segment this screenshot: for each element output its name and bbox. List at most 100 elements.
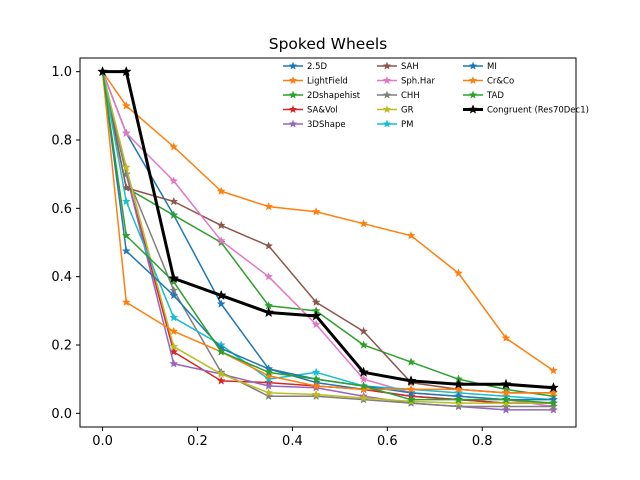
data-point bbox=[169, 312, 179, 322]
data-point bbox=[453, 378, 464, 389]
data-point bbox=[216, 347, 226, 356]
x-tick-label: 0.6 bbox=[377, 434, 398, 449]
data-point bbox=[548, 365, 558, 375]
data-point bbox=[406, 384, 416, 394]
data-point bbox=[311, 297, 321, 307]
data-point bbox=[501, 398, 511, 407]
legend-label: PM bbox=[401, 120, 413, 130]
data-point bbox=[311, 374, 321, 383]
data-point bbox=[311, 207, 321, 216]
legend-label: Sph.Har bbox=[401, 77, 435, 87]
data-point bbox=[168, 272, 180, 283]
legend-item: Congruent (Res70Dec1) bbox=[463, 104, 589, 116]
data-point bbox=[216, 186, 226, 196]
legend-label: 2.5D bbox=[307, 62, 328, 72]
data-point bbox=[359, 393, 369, 402]
legend-item: MI bbox=[463, 61, 497, 72]
data-point bbox=[548, 401, 558, 411]
y-axis: 0.0 0.2 0.4 0.6 0.8 1.0 bbox=[51, 65, 80, 422]
y-tick-label: 0.6 bbox=[51, 202, 72, 217]
data-point bbox=[216, 369, 226, 378]
x-tick-label: 0.0 bbox=[92, 434, 113, 449]
legend-item: CHH bbox=[377, 90, 420, 101]
legend-marker bbox=[382, 61, 392, 70]
legend-marker bbox=[382, 104, 392, 114]
data-point bbox=[264, 367, 274, 377]
data-point bbox=[169, 326, 179, 336]
data-point bbox=[310, 310, 322, 321]
legend-item: 2.5D bbox=[283, 61, 328, 72]
legend-marker bbox=[468, 75, 478, 85]
legend-marker bbox=[382, 119, 392, 128]
plot-frame bbox=[79, 57, 577, 428]
data-point bbox=[169, 290, 179, 300]
data-point bbox=[216, 220, 226, 230]
legend-item: SA&Vol bbox=[283, 104, 338, 116]
legend-label: GR bbox=[401, 106, 414, 116]
data-point bbox=[406, 388, 416, 397]
x-axis: 0.0 0.2 0.4 0.6 0.8 bbox=[92, 427, 493, 449]
legend-marker bbox=[468, 104, 478, 114]
chart-title: Spoked Wheels bbox=[269, 35, 388, 53]
data-point bbox=[169, 196, 179, 206]
series-1 bbox=[98, 66, 558, 375]
data-point bbox=[358, 366, 370, 377]
legend-marker bbox=[288, 75, 298, 85]
data-point bbox=[359, 374, 369, 383]
data-point bbox=[121, 297, 131, 307]
data-point bbox=[169, 142, 179, 151]
data-point bbox=[454, 394, 464, 404]
data-point bbox=[215, 289, 227, 301]
legend-item: TAD bbox=[463, 90, 504, 101]
legend-item: 3DShape bbox=[283, 119, 346, 130]
legend-label: 2Dshapehist bbox=[307, 91, 361, 101]
data-point bbox=[454, 398, 464, 407]
x-tick-label: 0.8 bbox=[472, 434, 493, 449]
legend-item: Cr&Co bbox=[463, 75, 514, 87]
data-point bbox=[169, 176, 179, 185]
data-point bbox=[454, 268, 464, 278]
data-point bbox=[454, 401, 464, 411]
legend-item: 2Dshapehist bbox=[283, 90, 361, 101]
legend-label: MI bbox=[487, 62, 497, 72]
legend: 2.5D LightField 2Dshapehist SA&Vol 3DShape SA… bbox=[283, 61, 589, 130]
data-point bbox=[264, 381, 274, 390]
data-point bbox=[359, 381, 369, 390]
data-point bbox=[548, 405, 558, 414]
legend-marker bbox=[288, 61, 298, 70]
data-point bbox=[97, 65, 108, 77]
legend-label: SA&Vol bbox=[307, 106, 338, 116]
legend-marker bbox=[468, 90, 478, 99]
data-point bbox=[264, 241, 274, 250]
data-point bbox=[501, 401, 511, 411]
data-point bbox=[359, 218, 369, 228]
data-point bbox=[216, 376, 226, 385]
data-point bbox=[120, 65, 132, 77]
data-point bbox=[548, 381, 559, 393]
data-point bbox=[501, 405, 511, 414]
data-point bbox=[121, 162, 131, 172]
y-tick-label: 1.0 bbox=[51, 65, 72, 80]
x-tick-label: 0.4 bbox=[282, 434, 303, 449]
data-point bbox=[264, 374, 274, 383]
data-point bbox=[359, 384, 369, 394]
data-point bbox=[311, 367, 321, 377]
data-point bbox=[311, 389, 321, 399]
data-point bbox=[169, 341, 179, 351]
data-point bbox=[501, 333, 511, 342]
data-point bbox=[406, 394, 416, 404]
legend-label: Congruent (Res70Dec1) bbox=[487, 106, 589, 116]
data-point bbox=[216, 299, 226, 308]
data-point bbox=[264, 271, 274, 281]
data-point bbox=[264, 371, 274, 380]
y-tick-label: 0.8 bbox=[51, 134, 72, 149]
legend-marker bbox=[288, 104, 298, 114]
legend-item: LightField bbox=[283, 75, 348, 87]
legend-marker bbox=[382, 75, 392, 85]
legend-label: TAD bbox=[486, 91, 504, 101]
legend-marker bbox=[382, 90, 392, 99]
legend-label: 3DShape bbox=[307, 120, 346, 130]
data-point bbox=[311, 381, 321, 390]
legend-marker bbox=[288, 90, 298, 99]
